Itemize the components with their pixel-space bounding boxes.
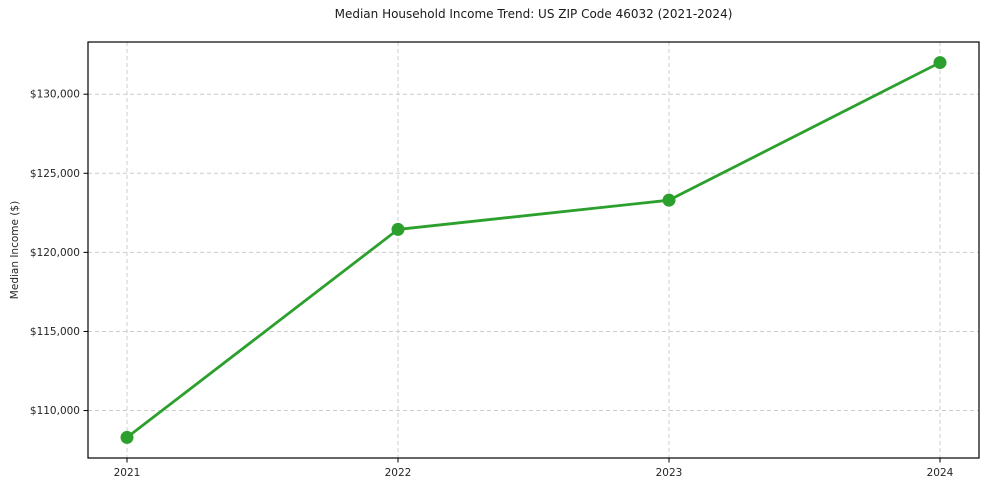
- x-tick-label: 2021: [114, 467, 141, 479]
- data-point-marker: [120, 430, 134, 444]
- data-point-marker: [933, 56, 947, 70]
- y-tick-label: $110,000: [30, 405, 80, 417]
- y-tick-label: $120,000: [30, 247, 80, 259]
- plot-border: [87, 41, 980, 459]
- x-tick-label: 2023: [656, 467, 683, 479]
- x-tick-label: 2024: [927, 467, 954, 479]
- data-point-marker: [391, 222, 405, 236]
- chart-title: Median Household Income Trend: US ZIP Co…: [334, 7, 733, 21]
- y-tick-label: $125,000: [30, 168, 80, 180]
- y-tick-label: $130,000: [30, 89, 80, 101]
- y-tick-label: $115,000: [30, 326, 80, 338]
- data-point-marker: [662, 193, 676, 207]
- income-trend-line: [125, 61, 942, 439]
- x-tick-label: 2022: [385, 467, 412, 479]
